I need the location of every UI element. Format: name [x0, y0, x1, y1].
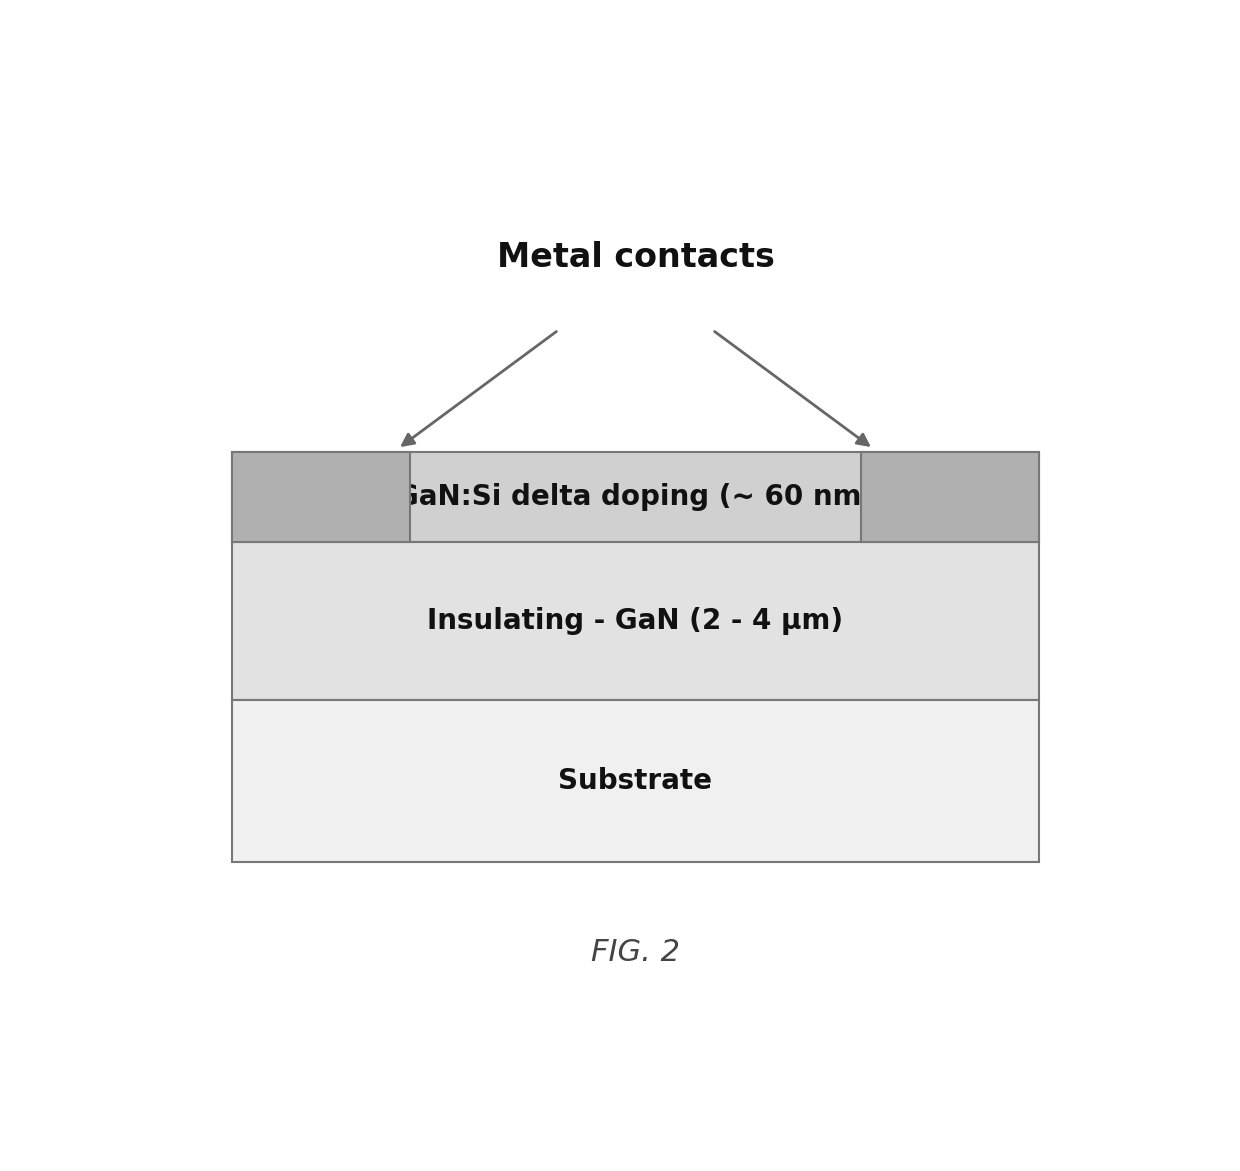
Text: Insulating - GaN (2 - 4 μm): Insulating - GaN (2 - 4 μm)	[428, 607, 843, 635]
Text: Metal contacts: Metal contacts	[496, 241, 775, 274]
Bar	[862, 452, 1039, 542]
Bar	[232, 699, 1039, 862]
Text: Substrate: Substrate	[558, 767, 713, 795]
Bar	[232, 452, 409, 542]
Bar	[232, 542, 1039, 699]
Bar	[232, 452, 1039, 542]
Text: GaN:Si delta doping (~ 60 nm): GaN:Si delta doping (~ 60 nm)	[397, 482, 874, 511]
Text: FIG. 2: FIG. 2	[591, 938, 680, 966]
